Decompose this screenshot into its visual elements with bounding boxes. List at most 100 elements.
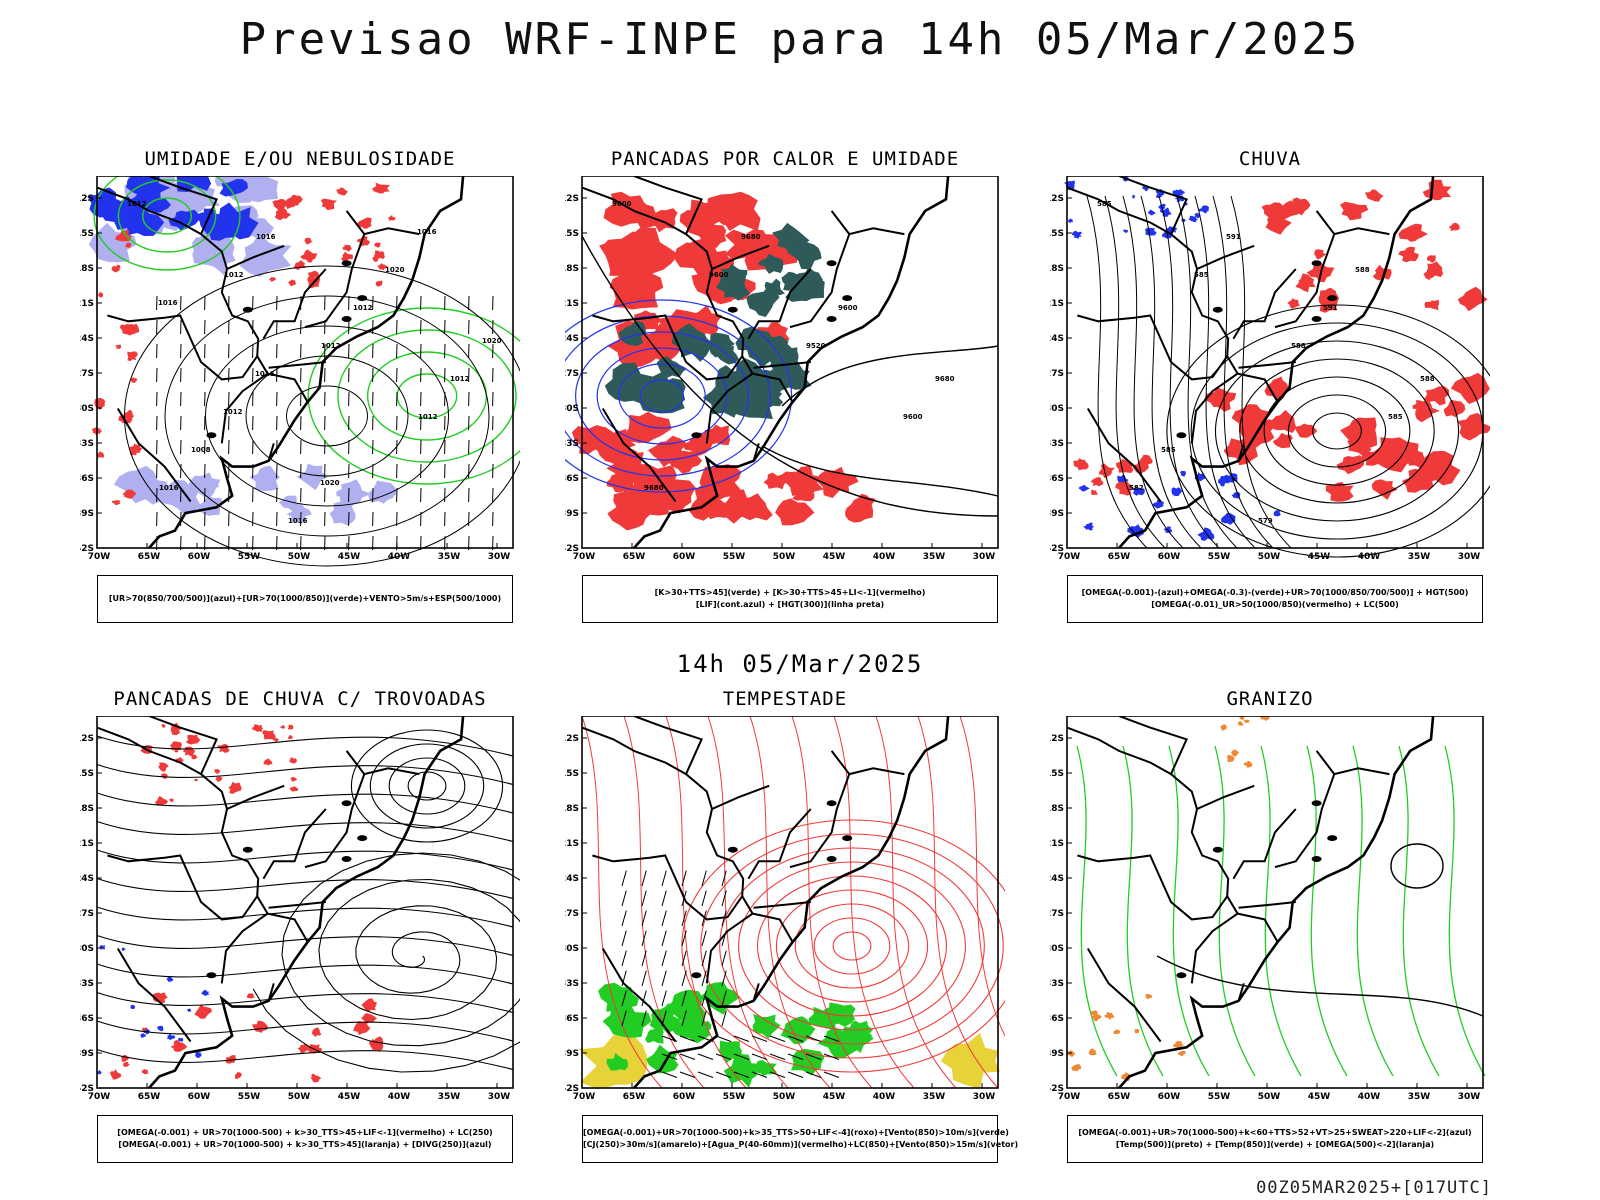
border-line — [601, 947, 677, 1043]
field-area — [1402, 468, 1434, 493]
lat-label: 15S — [565, 769, 579, 779]
field-area — [628, 204, 661, 228]
field-area — [1197, 527, 1215, 541]
legend-line: [OMEGA(-0.001) + UR>70(1000-500) + k>30_… — [118, 1140, 492, 1149]
field-area — [170, 1039, 188, 1052]
field-area — [99, 944, 106, 950]
lat-label: 18S — [565, 264, 579, 274]
field-area — [1347, 434, 1372, 457]
field-area — [1227, 754, 1235, 762]
field-area — [176, 176, 212, 192]
field-area — [166, 1033, 176, 1041]
wind-vector — [661, 970, 667, 987]
field-area — [1177, 1050, 1187, 1057]
field-area — [122, 1061, 130, 1068]
lon-label: 30W — [973, 1092, 996, 1102]
border-line — [268, 361, 326, 369]
contour-label: 579 — [1258, 517, 1273, 525]
wind-vector — [621, 910, 627, 927]
lake-marker — [691, 432, 702, 439]
field-area — [228, 781, 242, 794]
lon-label: 55W — [1208, 552, 1231, 562]
border-line — [1077, 854, 1229, 921]
field-area — [746, 384, 768, 406]
lon-label: 40W — [388, 552, 411, 562]
water-contour — [707, 716, 789, 1089]
lc-contour — [738, 861, 966, 1031]
field-area — [1426, 261, 1444, 278]
lake-marker — [1212, 846, 1223, 853]
lc-contour — [813, 917, 891, 975]
field-area — [1398, 246, 1419, 263]
hgt-contour — [1239, 358, 1435, 504]
temp500-contour — [1156, 955, 1484, 1017]
field-area — [312, 1027, 322, 1037]
field-area — [647, 435, 688, 468]
border-line — [1237, 912, 1279, 944]
field-area — [300, 249, 318, 263]
wind-vector — [721, 1010, 727, 1027]
field-area — [249, 465, 280, 491]
lat-label: 30S — [80, 944, 94, 954]
field-area — [1123, 229, 1129, 233]
field-area — [746, 291, 780, 317]
lat-label: 42S — [80, 1084, 94, 1094]
contour-label: 1012 — [450, 375, 470, 383]
field-area — [1078, 485, 1090, 492]
lon-label: 60W — [1158, 552, 1181, 562]
field-area — [342, 244, 352, 252]
lon-label: 60W — [1158, 1092, 1181, 1102]
field-area — [111, 500, 121, 506]
wind-vector — [751, 1053, 768, 1060]
lon-label: 40W — [388, 1092, 411, 1102]
lat-label: 42S — [565, 544, 579, 554]
legend-line: [OMEGA(-0.001)-(azul)+OMEGA(-0.3)-(verde… — [1081, 588, 1469, 597]
field-area — [1116, 458, 1134, 473]
lake-marker — [826, 800, 837, 807]
border-line — [1086, 947, 1162, 1043]
field-area — [1148, 209, 1156, 216]
field-area — [166, 976, 174, 982]
field-area — [1287, 298, 1300, 309]
field-area — [1160, 207, 1172, 217]
field-area — [757, 253, 784, 274]
lif-contour — [565, 299, 793, 493]
lat-label: 18S — [565, 804, 579, 814]
field-area — [1278, 200, 1299, 219]
wind-vector — [697, 1071, 714, 1078]
lon-label: 45W — [823, 1092, 846, 1102]
streamline — [1122, 195, 1184, 549]
field-area — [775, 498, 815, 526]
field-area — [1424, 299, 1440, 311]
temp850-contour — [1352, 745, 1394, 1077]
lat-label: 39S — [565, 509, 579, 519]
border-line — [1274, 773, 1336, 869]
humidity-contour — [93, 176, 241, 271]
field-area — [1450, 372, 1490, 405]
field-area — [1295, 423, 1318, 438]
panel-chuva: CHUVA 12S 15S 18S 21S 24S 27S 30S 33S 36S 39S 42S7… — [1050, 148, 1490, 628]
lon-label: 65W — [138, 552, 161, 562]
field-area — [1273, 510, 1281, 517]
streamline — [96, 1048, 514, 1071]
lat-label: 15S — [1050, 769, 1064, 779]
lc-contour — [719, 847, 985, 1045]
field-area — [97, 1070, 102, 1075]
lake-marker — [1327, 835, 1338, 842]
field-area — [602, 1003, 652, 1038]
border-line — [267, 912, 309, 944]
lake-marker — [341, 315, 352, 322]
lake-marker — [1212, 306, 1223, 313]
field-area — [251, 724, 263, 732]
field-area — [624, 371, 685, 414]
field-area — [280, 725, 285, 729]
lc-contour — [794, 903, 910, 989]
border-line — [711, 244, 770, 270]
lon-label: 50W — [288, 1092, 311, 1102]
water-contour — [959, 716, 1005, 1038]
lc-contour — [775, 889, 929, 1003]
lat-label: 42S — [565, 1084, 579, 1094]
contour-label: 585 — [1097, 200, 1112, 208]
field-area — [622, 411, 672, 443]
wind-vector — [721, 970, 727, 987]
